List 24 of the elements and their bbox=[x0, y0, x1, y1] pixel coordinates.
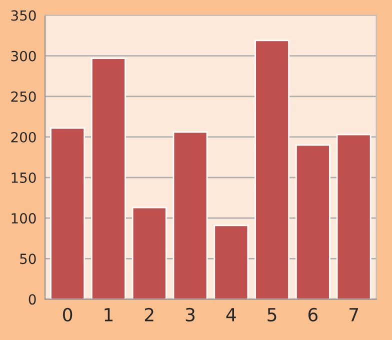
bar bbox=[50, 127, 86, 300]
x-tick-label: 0 bbox=[63, 308, 72, 322]
y-tick-label: 250 bbox=[11, 91, 36, 102]
y-tick-label: 150 bbox=[12, 172, 36, 184]
x-tick-label: 4 bbox=[226, 308, 236, 322]
bar bbox=[132, 206, 167, 300]
x-tick-label: 7 bbox=[350, 308, 358, 322]
bar bbox=[214, 224, 249, 300]
bar bbox=[295, 144, 330, 300]
x-tick-label: 2 bbox=[144, 308, 154, 322]
y-tick-label: 300 bbox=[11, 50, 36, 62]
y-tick-label: 350 bbox=[11, 10, 36, 21]
bar bbox=[336, 134, 372, 300]
y-tick-label: 100 bbox=[12, 213, 36, 224]
y-tick-label: 50 bbox=[20, 254, 36, 264]
y-tick-label: 0 bbox=[28, 294, 36, 305]
bar bbox=[254, 40, 290, 300]
bar bbox=[91, 58, 126, 300]
y-tick-label: 200 bbox=[11, 132, 36, 142]
x-tick-label: 1 bbox=[104, 308, 113, 322]
x-tick-label: 5 bbox=[268, 308, 276, 322]
bar bbox=[172, 131, 208, 300]
x-tick-label: 6 bbox=[308, 308, 318, 322]
x-tick-label: 3 bbox=[186, 308, 195, 322]
